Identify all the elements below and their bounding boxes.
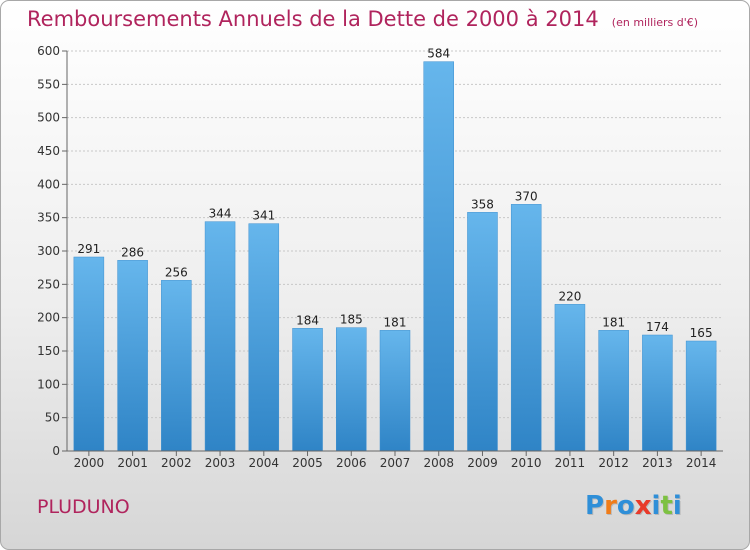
x-tick-label: 2012: [598, 456, 629, 470]
bar-chart: 291 286 256 344 341 184 185 181 584 358 370 220 181 1…: [37, 44, 723, 470]
y-tick-label: 450: [37, 144, 60, 158]
x-tick-label: 2001: [117, 456, 148, 470]
bar-value-label: 370: [515, 189, 538, 203]
bar-value-label: 584: [427, 47, 450, 61]
x-tick-label: 2005: [292, 456, 323, 470]
bar: [248, 223, 280, 452]
x-tick-label: 2010: [511, 456, 542, 470]
bars: 291 286 256 344 341 184 185 181 584 358 370 220 181 1…: [73, 47, 717, 452]
bar-value-label: 256: [165, 265, 188, 279]
y-tick-label: 200: [37, 311, 60, 325]
bar-value-label: 358: [471, 197, 494, 211]
chart-title: Remboursements Annuels de la Dette de 20…: [27, 7, 698, 31]
bar: [598, 330, 629, 452]
x-tick-label: 2000: [74, 456, 105, 470]
y-tick-label: 300: [37, 244, 60, 258]
x-tick-label: 2007: [380, 456, 411, 470]
bar-value-label: 174: [646, 320, 669, 334]
proxiti-logo: Proxiti: [585, 491, 682, 521]
logo-letter: t: [660, 491, 673, 521]
bar-value-label: 344: [209, 207, 232, 221]
y-tick-label: 350: [37, 211, 60, 225]
bar-value-label: 341: [252, 209, 275, 223]
bar: [510, 204, 542, 452]
bar: [685, 340, 717, 452]
y-tick-label: 100: [37, 377, 60, 391]
axes: 0 50 100 150 200 250 300 350 400 450 500 550 600 2000…: [37, 44, 723, 470]
x-tick-label: 2004: [249, 456, 280, 470]
x-tick-label: 2008: [423, 456, 454, 470]
bar: [379, 330, 411, 452]
logo-letter: i: [651, 491, 661, 521]
bar-value-label: 185: [340, 313, 363, 327]
x-tick-label: 2006: [336, 456, 367, 470]
bar: [73, 256, 105, 452]
bar: [161, 280, 192, 452]
y-tick-label: 150: [37, 344, 60, 358]
logo-letter: o: [616, 491, 635, 521]
bar: [554, 304, 586, 452]
bar: [467, 212, 498, 452]
y-tick-label: 50: [45, 411, 60, 425]
bar-value-label: 184: [296, 313, 319, 327]
x-tick-label: 2002: [161, 456, 192, 470]
bar: [423, 61, 454, 452]
bar-value-label: 181: [384, 315, 407, 329]
x-tick-label: 2013: [642, 456, 673, 470]
logo-letter: r: [604, 491, 617, 521]
x-tick-label: 2009: [467, 456, 498, 470]
bar: [204, 221, 236, 452]
chart-unit: (en milliers d'€): [611, 16, 699, 29]
bar-value-label: 181: [602, 315, 625, 329]
bar-value-label: 291: [77, 242, 100, 256]
bar: [642, 334, 673, 452]
y-tick-label: 600: [37, 44, 60, 58]
commune-name: PLUDUNO: [37, 496, 130, 518]
x-tick-label: 2011: [555, 456, 586, 470]
bar: [117, 260, 148, 452]
bar-value-label: 220: [558, 289, 581, 303]
x-tick-label: 2003: [205, 456, 236, 470]
y-tick-label: 500: [37, 111, 60, 125]
logo-letter: P: [585, 491, 605, 521]
y-tick-label: 250: [37, 277, 60, 291]
x-tick-label: 2014: [686, 456, 717, 470]
bar-value-label: 165: [690, 326, 713, 340]
logo-letter: x: [634, 491, 652, 521]
bar-value-label: 286: [121, 245, 144, 259]
bar: [336, 327, 367, 452]
logo-letter: i: [672, 491, 682, 521]
chart-title-text: Remboursements Annuels de la Dette de 20…: [27, 7, 599, 31]
y-tick-label: 400: [37, 177, 60, 191]
y-tick-label: 0: [52, 444, 60, 458]
bar: [292, 328, 323, 452]
y-tick-label: 550: [37, 77, 60, 91]
